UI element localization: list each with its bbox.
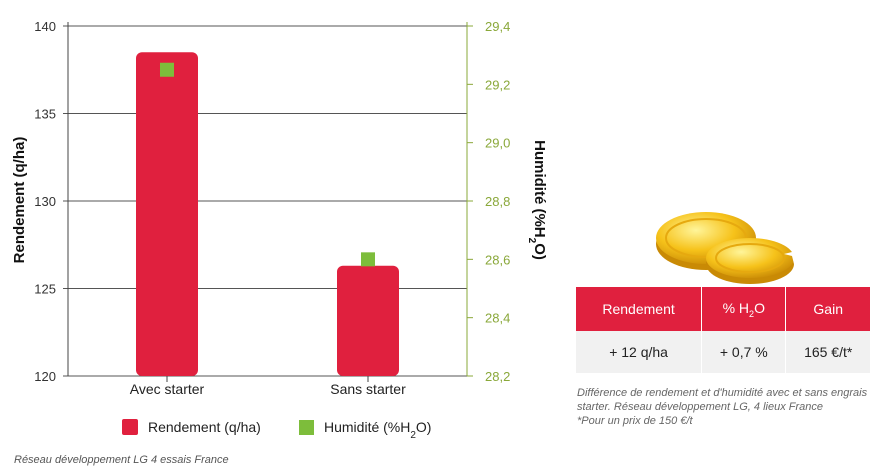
right-tick-label: 29,0 [485, 136, 510, 151]
left-tick-label: 120 [34, 369, 56, 384]
left-tick-label: 125 [34, 282, 56, 297]
gain-table-row: + 12 q/ha + 0,7 % 165 €/t* [576, 331, 870, 373]
right-tick-label: 28,4 [485, 311, 510, 326]
marker-humidite [361, 252, 375, 267]
right-tick-label: 28,8 [485, 194, 510, 209]
legend-swatch-humidite [299, 420, 314, 435]
left-tick-label: 130 [34, 194, 56, 209]
cell-gain: 165 €/t* [785, 331, 870, 373]
right-axis-title: Humidité (%H2O) [527, 140, 549, 260]
humidity-markers [160, 62, 375, 267]
cell-h2o: + 0,7 % [701, 331, 787, 373]
cell-rendement: + 12 q/ha [576, 331, 703, 373]
gain-table: Rendement % H2O Gain + 12 q/ha + 0,7 % 1… [576, 287, 870, 373]
left-axis-title: Rendement (q/ha) [11, 137, 28, 264]
gain-table-header-row: Rendement % H2O Gain [576, 287, 870, 331]
gain-table-wrapper: Rendement % H2O Gain + 12 q/ha + 0,7 % 1… [576, 287, 870, 373]
right-tick-label: 29,4 [485, 19, 510, 34]
category-labels: Avec starter Sans starter [130, 376, 406, 397]
header-rendement: Rendement [576, 287, 703, 331]
bars [136, 52, 399, 376]
left-tick-label: 135 [34, 107, 56, 122]
bar-rendement [136, 52, 198, 376]
legend-label-rendement: Rendement (q/ha) [148, 419, 261, 435]
right-tick-label: 28,2 [485, 369, 510, 384]
note-line-2: *Pour un prix de 150 €/t [577, 415, 693, 427]
header-gain: Gain [785, 287, 870, 331]
chart-area: 120 125 130 135 140 28,2 28,4 28,6 28,8 29,0 29,2… [11, 19, 549, 441]
category-label: Avec starter [130, 381, 205, 397]
bar-rendement [337, 265, 399, 376]
right-axis-ticks: 28,2 28,4 28,6 28,8 29,0 29,2 29,4 [467, 19, 510, 384]
legend: Rendement (q/ha) Humidité (%H2O) [122, 419, 431, 441]
note-line-1: Différence de rendement et d'humidité av… [577, 387, 868, 413]
grid-lines [63, 25, 467, 377]
right-tick-label: 29,2 [485, 77, 510, 92]
marker-humidite [160, 62, 174, 77]
gold-coins-image [656, 212, 804, 284]
category-label: Sans starter [330, 381, 406, 397]
left-axis-ticks: 120 125 130 135 140 [34, 19, 56, 384]
left-tick-label: 140 [34, 19, 56, 34]
table-note: Différence de rendement et d'humidité av… [577, 386, 875, 428]
legend-label-humidite: Humidité (%H2O) [324, 419, 431, 441]
header-h2o: % H2O [701, 287, 787, 331]
right-tick-label: 28,6 [485, 252, 510, 267]
legend-swatch-rendement [122, 419, 138, 435]
source-caption: Réseau développement LG 4 essais France [14, 454, 229, 466]
